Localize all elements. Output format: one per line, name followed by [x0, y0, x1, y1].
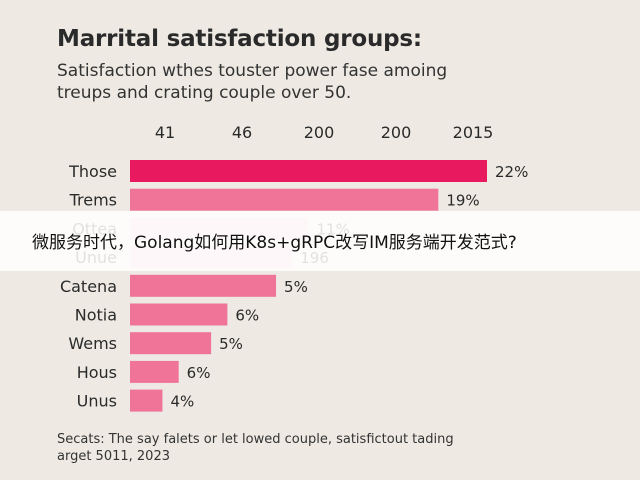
category-label: Wems	[68, 334, 117, 353]
value-label: 6%	[235, 307, 259, 325]
tick-label: 200	[304, 123, 335, 142]
category-label: Unus	[77, 392, 117, 411]
bar	[130, 303, 228, 326]
category-label: Those	[68, 162, 117, 181]
caption-banner	[0, 211, 640, 271]
bar	[130, 160, 487, 182]
value-label: 19%	[446, 192, 479, 210]
bar	[130, 274, 277, 297]
bar	[130, 188, 439, 211]
value-label: 5%	[219, 335, 243, 353]
value-label: 4%	[170, 393, 194, 411]
bar	[130, 389, 163, 412]
caption-banner-text: 微服务时代，Golang如何用K8s+gRPC改写IM服务端开发范式?	[32, 233, 517, 253]
chart-subtitle: Satisfaction wthes touster power fase am…	[57, 61, 448, 103]
bar	[130, 332, 212, 355]
category-label: Hous	[77, 363, 117, 382]
tick-label: 2015	[453, 123, 494, 142]
tick-label: 46	[232, 123, 252, 142]
value-label: 22%	[495, 163, 528, 181]
chart-footnote: Secats: The say falets or let lowed coup…	[57, 432, 454, 464]
category-label: Catena	[60, 277, 117, 296]
category-label: Notia	[75, 306, 117, 325]
category-label: Trems	[69, 191, 117, 210]
tick-label: 200	[381, 123, 412, 142]
tick-label: 41	[155, 123, 175, 142]
bar	[130, 360, 179, 383]
value-label: 6%	[187, 364, 211, 382]
value-label: 5%	[284, 278, 308, 296]
chart-title: Marrital satisfaction groups:	[57, 26, 422, 52]
